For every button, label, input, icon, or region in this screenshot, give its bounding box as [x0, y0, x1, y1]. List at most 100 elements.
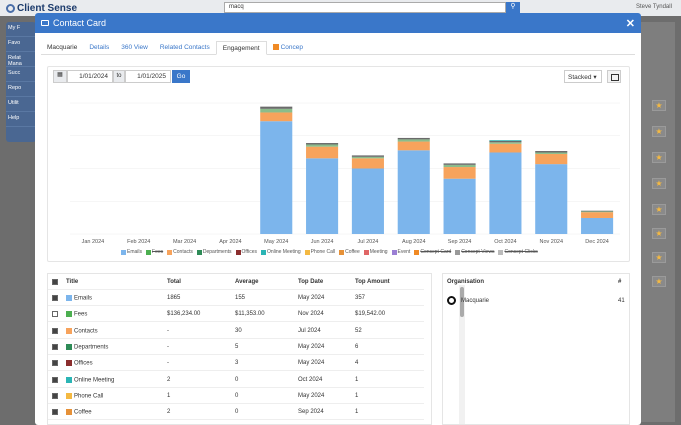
table-row[interactable]: Coffee 2 0 Sep 2024 1 [48, 404, 424, 421]
sidebar-item[interactable]: Relat Mana [6, 52, 36, 67]
bar-segment[interactable] [351, 155, 384, 157]
engagement-chart: Jan 2024 Feb 2024 Mar 2024 Apr 2024 May 2024… [70, 102, 620, 245]
global-search-input[interactable]: macq [224, 2, 506, 13]
bar-segment[interactable] [581, 217, 614, 234]
legend-item[interactable]: Online Meeting [260, 249, 301, 255]
bar-segment[interactable] [306, 146, 339, 159]
bar-segment[interactable] [443, 178, 476, 234]
table-view-button[interactable] [607, 70, 621, 83]
row-checkbox[interactable] [52, 376, 58, 383]
bar-segment[interactable] [397, 141, 430, 151]
sidebar-item[interactable]: Favo [6, 37, 36, 52]
bar-segment[interactable] [489, 140, 522, 141]
legend-item[interactable]: Offices [235, 249, 257, 255]
bar-segment[interactable] [489, 142, 522, 144]
legend-item[interactable]: Event [391, 249, 410, 255]
x-tick-label: Sep 2024 [448, 239, 472, 245]
legend-item[interactable]: Meeting [363, 249, 388, 255]
tab-engagement[interactable]: Engagement [215, 41, 267, 55]
bar-segment[interactable] [351, 156, 384, 159]
legend-item[interactable]: Departments [196, 249, 232, 255]
bar-segment[interactable] [489, 140, 522, 143]
sidebar-item[interactable]: Utilit [6, 97, 36, 112]
bar-segment[interactable] [260, 106, 293, 109]
bar-segment[interactable] [443, 167, 476, 179]
sidebar-item[interactable]: Help [6, 112, 36, 127]
table-row[interactable]: Contacts - 30 Jul 2024 52 [48, 323, 424, 339]
bar-segment[interactable] [306, 144, 339, 147]
date-to-input[interactable]: 1/01/2025 [125, 70, 171, 83]
legend-item[interactable]: Emails [121, 249, 142, 255]
bar-segment[interactable] [397, 137, 430, 140]
legend-item[interactable]: Concept Card [414, 249, 451, 255]
bar-segment[interactable] [306, 158, 339, 234]
legend-item[interactable]: Fees [146, 249, 163, 255]
star-icon[interactable]: ★ [652, 204, 666, 215]
user-name[interactable]: Steve Tyndall [636, 4, 672, 10]
bar-segment[interactable] [535, 152, 568, 154]
tab-related-contacts[interactable]: Related Contacts [159, 44, 210, 51]
tab-360-view[interactable]: 360 View [121, 44, 148, 51]
table-row[interactable]: Departments - 5 May 2024 6 [48, 339, 424, 355]
star-icon[interactable]: ★ [652, 228, 666, 239]
select-all-checkbox[interactable] [52, 279, 58, 285]
legend-item[interactable]: Concept Views [455, 249, 494, 255]
star-icon[interactable]: ★ [652, 152, 666, 163]
table-row[interactable]: Phone Call 1 0 May 2024 1 [48, 388, 424, 404]
sidebar-item[interactable]: Succ [6, 67, 36, 82]
star-icon[interactable]: ★ [652, 252, 666, 263]
table-row[interactable]: Online Meeting 2 0 Oct 2024 1 [48, 372, 424, 388]
row-checkbox[interactable] [52, 392, 58, 399]
search-button[interactable]: ⚲ [506, 2, 520, 13]
row-checkbox[interactable] [52, 327, 58, 334]
close-icon[interactable]: ✕ [625, 17, 635, 30]
legend-item[interactable]: Concept Clicks [498, 249, 538, 255]
bar-segment[interactable] [581, 212, 614, 218]
row-checkbox[interactable] [52, 409, 58, 416]
legend-item[interactable]: Contacts [167, 249, 193, 255]
row-checkbox[interactable] [52, 311, 58, 318]
x-tick-label: Jun 2024 [311, 239, 334, 245]
table-row[interactable]: Fees $136,234.00 $11,353.00 Nov 2024 $19,542… [48, 306, 424, 323]
legend-label: Fees [152, 249, 164, 255]
bar-segment[interactable] [535, 151, 568, 153]
calendar-icon[interactable]: ▦ [53, 70, 67, 83]
row-checkbox[interactable] [52, 295, 58, 301]
organisation-row[interactable]: Macquarie 41 [447, 296, 627, 310]
bar-segment[interactable] [397, 139, 430, 142]
bar-segment[interactable] [489, 152, 522, 234]
tab-details[interactable]: Details [89, 44, 110, 51]
bar-segment[interactable] [443, 163, 476, 165]
bar-segment[interactable] [260, 108, 293, 113]
bar-segment[interactable] [260, 121, 293, 234]
legend-item[interactable]: Phone Call [304, 249, 335, 255]
star-icon[interactable]: ★ [652, 276, 666, 287]
tab-concept[interactable]: Concep [267, 41, 309, 54]
bar-segment[interactable] [260, 112, 293, 122]
legend-item[interactable]: Coffee [339, 249, 360, 255]
bar-segment[interactable] [489, 143, 522, 153]
bar-segment[interactable] [581, 211, 614, 213]
bar-segment[interactable] [443, 164, 476, 168]
table-row[interactable]: Emails 1865 155 May 2024 357 [48, 290, 424, 306]
chart-mode-select[interactable]: Stacked ▾ [564, 70, 602, 83]
bar-segment[interactable] [535, 164, 568, 234]
go-button[interactable]: Go [172, 70, 190, 83]
bar-segment[interactable] [535, 153, 568, 165]
bar-segment[interactable] [351, 158, 384, 169]
table-scrollbar[interactable] [459, 285, 465, 425]
row-checkbox[interactable] [52, 343, 58, 350]
star-icon[interactable]: ★ [652, 100, 666, 111]
row-checkbox[interactable] [52, 360, 58, 367]
table-row[interactable]: Offices - 3 May 2024 4 [48, 355, 424, 372]
bar-segment[interactable] [351, 168, 384, 235]
date-from-input[interactable]: 1/01/2024 [67, 70, 113, 83]
bar-segment[interactable] [306, 143, 339, 145]
star-icon[interactable]: ★ [652, 178, 666, 189]
star-icon[interactable]: ★ [652, 126, 666, 137]
sidebar-item[interactable]: My F [6, 22, 36, 37]
bar-segment[interactable] [397, 150, 430, 234]
sidebar-item[interactable]: Repo [6, 82, 36, 97]
bar-segment[interactable] [581, 210, 614, 212]
